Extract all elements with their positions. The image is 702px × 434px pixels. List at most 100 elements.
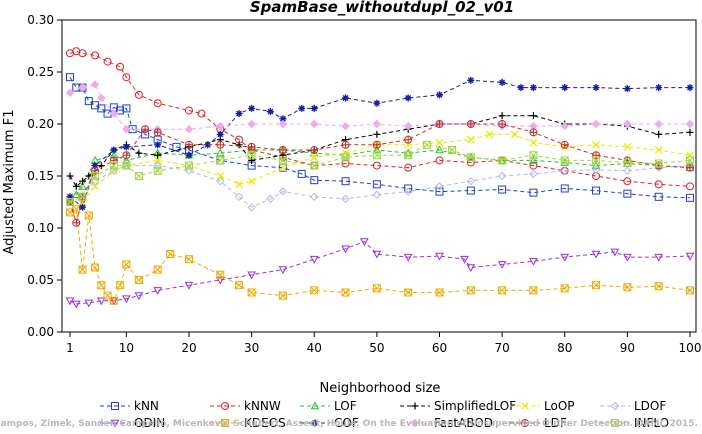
data-point-loop <box>153 156 162 165</box>
data-point-kdeos <box>153 265 162 274</box>
y-tick-label: 0.10 <box>27 221 54 235</box>
data-point-ldf <box>372 140 381 149</box>
legend-swatch-marker <box>410 418 420 428</box>
data-point-odin <box>278 266 288 275</box>
data-point-lof <box>122 155 131 164</box>
data-point-lof <box>71 190 81 199</box>
data-point-odin <box>591 250 601 259</box>
series-fastabod <box>65 80 695 134</box>
data-point-fastabod <box>623 119 632 129</box>
data-point-cof <box>266 108 274 116</box>
data-point-simplifiedlof <box>235 141 243 149</box>
data-point-knnw <box>103 57 112 66</box>
data-point-lof <box>435 145 444 154</box>
data-point-ldf <box>592 151 601 160</box>
data-point-knnw <box>134 90 143 99</box>
legend-label: SimplifiedLOF <box>434 399 516 413</box>
data-point-inflo <box>498 156 507 165</box>
data-point-ldof <box>278 187 288 196</box>
x-tick-label: 40 <box>307 341 322 355</box>
data-point-loop <box>310 153 319 162</box>
data-point-lof <box>529 155 538 164</box>
x-tick-label: 100 <box>679 341 702 355</box>
data-point-knn <box>122 104 131 113</box>
series-inflo <box>66 140 694 206</box>
series-knn <box>66 73 694 202</box>
data-point-odin <box>403 253 413 262</box>
data-point-ldf <box>560 140 569 149</box>
legend-swatch-marker <box>521 419 529 427</box>
data-point-knnw <box>623 177 632 186</box>
data-point-loop <box>623 142 632 151</box>
data-point-fastabod <box>247 119 256 129</box>
data-point-ldof <box>247 202 256 212</box>
data-point-knn <box>66 73 74 82</box>
data-point-inflo <box>153 166 162 175</box>
data-point-kdeos <box>592 281 601 290</box>
data-point-ldf <box>686 163 694 172</box>
data-point-simplifiedlof <box>135 149 143 157</box>
legend-label: KDEOS <box>244 416 286 430</box>
data-point-kdeos <box>404 288 413 297</box>
data-point-knn <box>623 189 632 198</box>
data-point-odin <box>309 255 319 264</box>
data-point-knn <box>529 188 538 197</box>
legend-label: kNNW <box>244 399 281 413</box>
data-point-knnw <box>404 163 413 172</box>
data-point-knn <box>84 97 93 106</box>
data-point-odin <box>529 257 538 266</box>
data-point-ldf <box>247 142 256 151</box>
data-point-knn <box>310 176 319 185</box>
y-tick-label: 0.15 <box>27 169 54 183</box>
data-point-knnw <box>654 180 663 189</box>
series-cof <box>66 76 694 211</box>
data-point-odin <box>134 292 144 301</box>
data-point-simplifiedlof <box>66 172 74 180</box>
data-point-lof <box>466 152 476 161</box>
watermark-text: Campos, Zimek, Sander, Campello, Micenko… <box>0 419 698 429</box>
data-point-odin <box>497 261 507 269</box>
legend-item-ldf: LDF <box>510 416 567 430</box>
data-point-inflo <box>278 156 287 165</box>
legend-swatch-marker <box>310 401 320 410</box>
legend-swatch-marker <box>311 419 319 427</box>
data-point-cof <box>310 104 318 112</box>
data-point-odin <box>372 250 382 259</box>
data-point-odin <box>460 255 469 264</box>
data-point-ldof <box>266 194 275 204</box>
data-point-ldf <box>153 128 162 137</box>
data-point-kdeos <box>372 284 381 293</box>
data-point-kdeos <box>78 265 87 274</box>
series-line-fastabod <box>69 83 690 130</box>
data-point-loop <box>235 180 244 189</box>
data-point-cof <box>122 143 130 151</box>
data-point-ldof <box>109 166 119 176</box>
x-tick-label: 30 <box>244 341 259 355</box>
data-point-kdeos <box>122 260 131 269</box>
legend-item-cof: COF <box>300 416 359 430</box>
data-point-inflo <box>529 151 538 160</box>
legend-swatch-marker <box>611 419 619 427</box>
data-point-ldf <box>184 140 193 149</box>
data-point-knn <box>341 177 350 186</box>
data-point-odin <box>654 253 664 262</box>
legend-label: LDOF <box>634 399 666 413</box>
legend-item-ldof: LDOF <box>600 399 666 413</box>
data-point-cof <box>435 91 443 99</box>
x-tick-label: 60 <box>432 341 447 355</box>
data-point-cof <box>279 115 287 123</box>
data-point-ldf <box>341 140 350 149</box>
legend-item-lof: LOF <box>300 399 357 413</box>
legend-item-simplifiedlof: SimplifiedLOF <box>400 399 516 413</box>
data-point-cof <box>110 146 118 154</box>
data-point-cof <box>154 141 162 149</box>
legend-item-inflo: INFLO <box>600 416 669 430</box>
data-point-simplifiedlof <box>79 177 87 185</box>
legend-label: INFLO <box>634 416 669 430</box>
data-point-odin <box>153 287 163 295</box>
data-point-inflo <box>91 172 100 180</box>
legend-swatch-marker <box>411 402 419 410</box>
data-point-ldof <box>234 192 244 202</box>
data-point-kdeos <box>341 288 350 297</box>
data-point-inflo <box>404 151 413 160</box>
